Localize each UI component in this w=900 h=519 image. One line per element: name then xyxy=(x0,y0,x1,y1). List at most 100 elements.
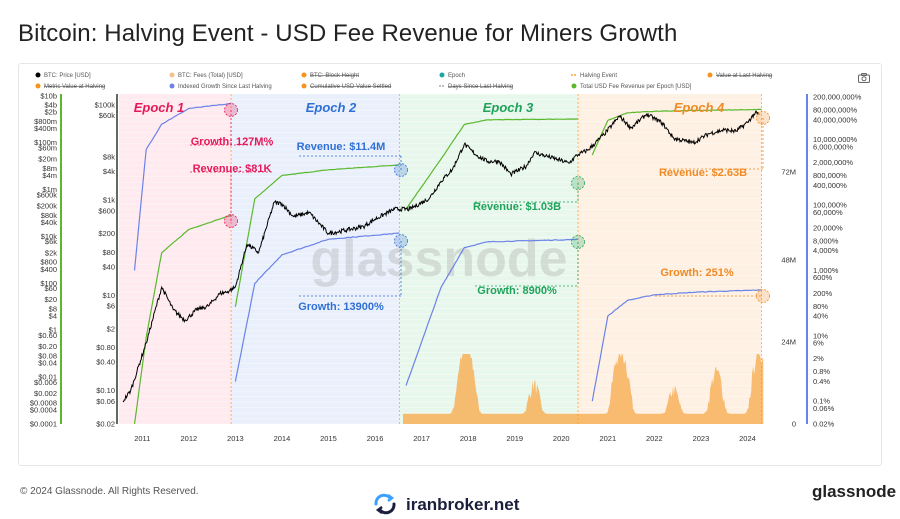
legend-item: Cumulative USD Value Settled xyxy=(310,84,391,90)
fee-tick-label: $1 xyxy=(49,326,57,335)
epoch-label-3: Epoch 3 xyxy=(483,100,534,115)
annotations-layer: Epoch 1 Epoch 2 Epoch 3 Epoch 4 Growth: 127M… xyxy=(134,100,770,313)
fee-tick-label: $0.04 xyxy=(38,359,57,368)
growth-tick-label: 1,000% xyxy=(813,266,839,275)
x-tick-label: 2013 xyxy=(227,434,244,443)
series-indexed-growth-epoch-3 xyxy=(405,238,579,386)
brand-logo-text: glassnode xyxy=(812,482,897,501)
legend-item: BTC: Fees (Total) [USD] xyxy=(178,73,243,79)
legend-item: Metric Value at Halving xyxy=(44,84,105,90)
x-tick-label: 2014 xyxy=(274,434,291,443)
block-height-tick-label: 24M xyxy=(781,338,796,347)
fee-tick-label: $0.20 xyxy=(38,342,57,351)
price-tick-label: $200 xyxy=(98,229,115,238)
growth-tick-label: 0.1% xyxy=(813,397,830,406)
series-fees-area xyxy=(403,354,764,424)
growth-tick-label: 60,000% xyxy=(813,208,843,217)
legend-item: Value at Last Halving xyxy=(716,73,772,79)
fee-tick-label: $20m xyxy=(38,155,57,164)
legend-swatch xyxy=(301,83,307,89)
growth-tick-label: 400,000% xyxy=(813,181,847,190)
legend-swatch xyxy=(571,83,577,89)
block-height-tick-label: 72M xyxy=(781,168,796,177)
x-tick-label: 2023 xyxy=(693,434,710,443)
price-tick-label: $1k xyxy=(103,196,115,205)
block-height-tick-label: 48M xyxy=(781,256,796,265)
legend-item: Halving Event xyxy=(580,73,617,79)
series-fee-revenue-epoch-3 xyxy=(405,118,579,210)
x-tick-label: 2024 xyxy=(739,434,756,443)
fee-tick-label: $0.08 xyxy=(38,351,57,360)
series-fee-revenue-epoch-2 xyxy=(234,164,400,307)
fee-tick-label: $0.002 xyxy=(34,389,57,398)
site-name[interactable]: iranbroker.net xyxy=(406,495,520,514)
fee-tick-label: $600k xyxy=(37,190,58,199)
legend-item: Total USD Fee Revenue per Epoch [USD] xyxy=(580,84,692,90)
fee-tick-label: $0.0008 xyxy=(30,398,57,407)
legend-swatch xyxy=(35,72,41,78)
chart-svg: glassnode Epoch 1 Epoch 2 Epoch 3 Epoch 4 Gr… xyxy=(30,72,862,443)
camera-icon[interactable] xyxy=(858,73,870,83)
fee-tick-label: $100m xyxy=(34,138,57,147)
series-fee-revenue-epoch-4 xyxy=(591,108,762,156)
annotation-revenue-4: Revenue: $2.63B xyxy=(659,167,747,179)
fee-tick-label: $800m xyxy=(34,117,57,126)
growth-tick-label: 100,000% xyxy=(813,201,847,210)
fee-tick-label: $8m xyxy=(42,164,57,173)
fee-tick-label: $400m xyxy=(34,124,57,133)
annotation-growth-3: Growth: 8900% xyxy=(477,285,557,297)
annotation-growth-1: Growth: 127M% xyxy=(191,136,274,148)
legend-swatch xyxy=(169,83,175,89)
fee-tick-label: $800 xyxy=(40,258,57,267)
growth-tick-label: 200% xyxy=(813,289,833,298)
series-layer xyxy=(122,103,762,425)
growth-tick-label: 4,000% xyxy=(813,246,839,255)
page-title: Bitcoin: Halving Event - USD Fee Revenue… xyxy=(18,20,678,47)
fee-tick-label: $4 xyxy=(49,312,57,321)
copyright-text: © 2024 Glassnode. All Rights Reserved. xyxy=(20,486,199,497)
legend-swatch xyxy=(707,72,713,78)
price-tick-label: $80 xyxy=(102,248,115,257)
price-tick-label: $0.06 xyxy=(96,397,115,406)
legend-swatch xyxy=(169,72,175,78)
fee-tick-label: $0.01 xyxy=(38,373,57,382)
fee-tick-label: $4m xyxy=(42,171,57,180)
price-tick-label: $8k xyxy=(103,153,115,162)
epoch-label-1: Epoch 1 xyxy=(134,100,185,115)
x-tick-label: 2018 xyxy=(460,434,477,443)
x-tick-label: 2017 xyxy=(413,434,430,443)
growth-tick-label: 0.4% xyxy=(813,377,830,386)
fee-tick-label: $400 xyxy=(40,265,57,274)
growth-tick-label: 20,000% xyxy=(813,223,843,232)
growth-tick-label: 200,000,000% xyxy=(813,93,862,102)
fee-tick-label: $40k xyxy=(41,218,58,227)
series-indexed-growth-epoch-1 xyxy=(133,103,232,271)
growth-tick-label: 0.02% xyxy=(813,420,835,429)
price-tick-label: $40 xyxy=(102,262,115,271)
axes-layer: $100k$60k$8k$4k$1k$600$200$80$40$10$6$2$… xyxy=(30,91,862,443)
refresh-arrows-icon xyxy=(374,493,396,515)
annotation-growth-2: Growth: 13900% xyxy=(298,301,384,313)
growth-tick-label: 80,000,000% xyxy=(813,106,858,115)
growth-tick-label: 40% xyxy=(813,312,828,321)
epoch-label-4: Epoch 4 xyxy=(674,100,725,115)
marker-growth-4 xyxy=(756,289,770,303)
fee-tick-label: $1m xyxy=(42,185,57,194)
price-tick-label: $6 xyxy=(107,302,115,311)
legend: BTC: Price [USD] BTC: Fees (Total) [USD] B… xyxy=(35,72,772,90)
legend-swatch xyxy=(301,72,307,78)
growth-tick-label: 8,000% xyxy=(813,236,839,245)
legend-item: Days Since Last Halving xyxy=(448,84,513,90)
fee-tick-label: $60m xyxy=(38,143,57,152)
chart-frame: glassnode Epoch 1 Epoch 2 Epoch 3 Epoch 4 Gr… xyxy=(18,63,882,466)
growth-tick-label: 10,000,000% xyxy=(813,135,858,144)
series-indexed-growth-epoch-4 xyxy=(591,289,762,402)
fee-tick-label: $10b xyxy=(40,91,57,100)
growth-tick-label: 2,000,000% xyxy=(813,158,853,167)
price-tick-label: $0.40 xyxy=(96,358,115,367)
x-tick-label: 2022 xyxy=(646,434,663,443)
legend-item: BTC: Block Height xyxy=(310,73,359,79)
fee-tick-label: $200k xyxy=(37,201,58,210)
growth-tick-label: 600% xyxy=(813,273,833,282)
x-tick-label: 2019 xyxy=(506,434,523,443)
